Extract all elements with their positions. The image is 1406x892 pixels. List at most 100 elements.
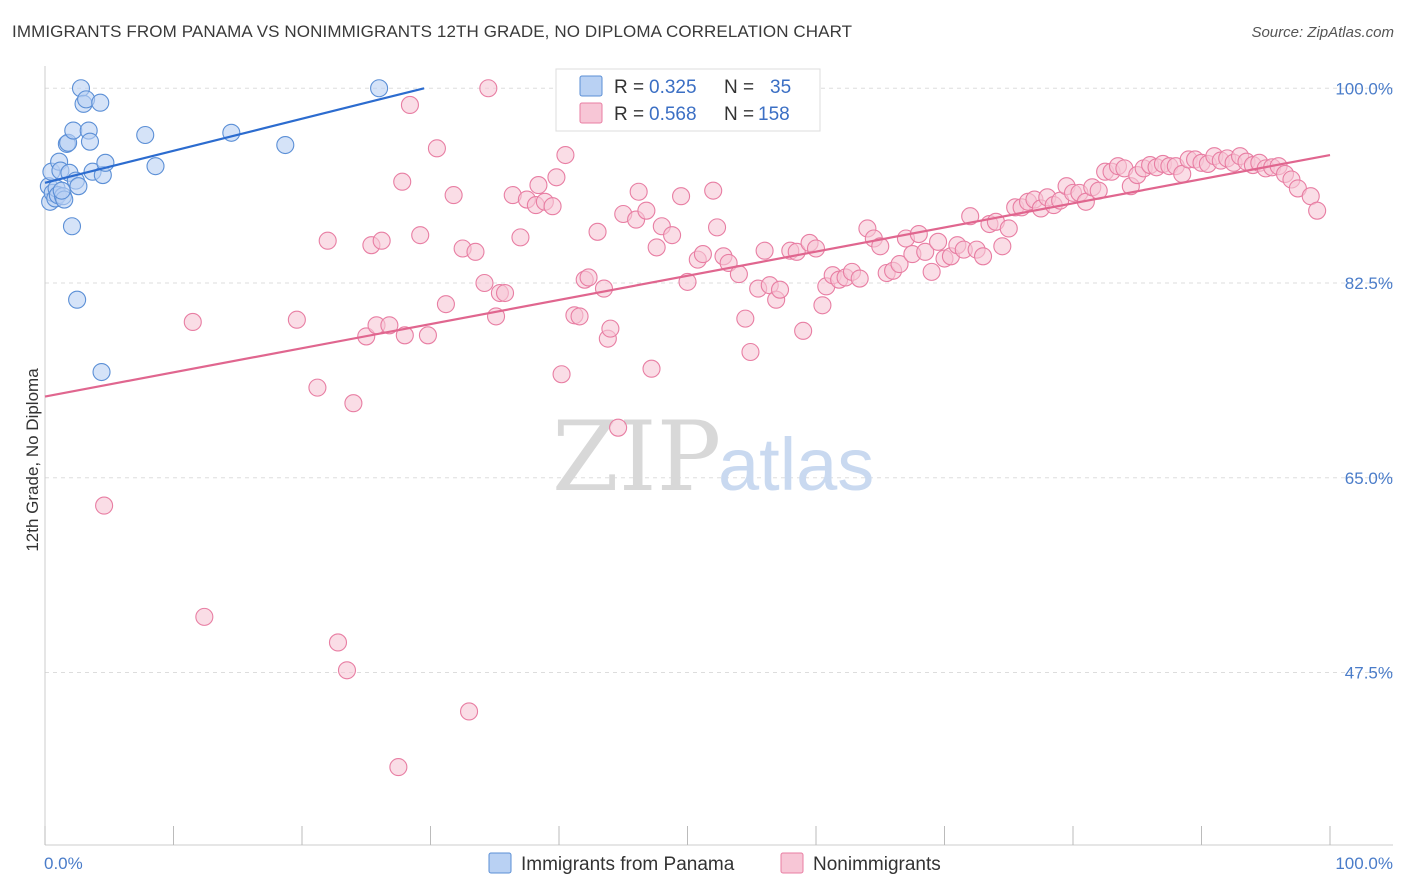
panama-point-28 <box>136 125 155 145</box>
nonimmigrant-point-6 <box>328 633 348 652</box>
legend-r-value-pink: 0.568 <box>649 104 697 125</box>
panama-point-31 <box>276 135 295 155</box>
panama-point-33 <box>92 362 111 382</box>
nonimmigrant-point-12 <box>372 231 391 250</box>
nonimmigrant-point-30 <box>495 283 515 303</box>
chart-title: IMMIGRANTS FROM PANAMA VS NONIMMIGRANTS … <box>12 22 853 41</box>
y-tick-label-0: 47.5% <box>1345 664 1393 683</box>
nonimmigrant-point-107 <box>993 237 1012 256</box>
panama-point-15 <box>64 121 83 140</box>
legend-swatch-blue <box>579 75 603 97</box>
panama-point-34 <box>52 181 71 200</box>
nonimmigrant-point-13 <box>380 316 399 335</box>
nonimmigrant-point-32 <box>511 228 530 247</box>
nonimmigrant-point-19 <box>418 326 437 345</box>
legend-n-value-blue: 35 <box>770 77 791 98</box>
nonimmigrant-point-39 <box>552 365 571 384</box>
nonimmigrant-point-104 <box>973 247 993 266</box>
nonimmigrant-point-44 <box>579 268 598 287</box>
legend-n-label-pink: N = <box>724 104 754 125</box>
nonimmigrant-point-35 <box>529 176 548 195</box>
bottom-legend-swatch-pink <box>780 852 804 874</box>
nonimmigrant-point-4 <box>308 378 327 397</box>
panama-point-18 <box>69 177 88 196</box>
nonimmigrant-point-62 <box>704 181 723 200</box>
nonimmigrant-point-16 <box>395 326 414 345</box>
nonimmigrant-point-37 <box>543 197 562 216</box>
bottom-legend-swatch-blue <box>488 852 512 874</box>
nonimmigrant-point-76 <box>794 321 813 340</box>
grid-lines <box>45 87 1393 674</box>
y-tick-label-1: 65.0% <box>1345 469 1393 488</box>
nonimmigrant-point-46 <box>594 279 614 298</box>
nonimmigrant-point-54 <box>642 359 661 378</box>
series-panama-points <box>39 79 389 382</box>
nonimmigrant-point-78 <box>806 239 826 258</box>
bottom-legend-label-pink: Nonimmigrants <box>813 854 941 875</box>
nonimmigrant-point-7 <box>337 661 357 680</box>
nonimmigrant-point-96 <box>922 262 941 281</box>
nonimmigrant-point-63 <box>708 218 727 237</box>
nonimmigrant-point-40 <box>556 145 575 165</box>
series-nonimmigrants-points <box>95 79 1327 777</box>
nonimmigrant-point-53 <box>637 201 656 220</box>
panama-point-23 <box>80 132 100 151</box>
bottom-legend: Immigrants from Panama Nonimmigrants <box>488 852 941 875</box>
nonimmigrant-point-27 <box>479 79 498 98</box>
x-tick-label-1: 100.0% <box>1335 854 1393 873</box>
nonimmigrant-point-15 <box>393 172 412 191</box>
axes <box>44 66 1393 846</box>
legend-r-label-blue: R = <box>614 77 644 98</box>
nonimmigrant-point-57 <box>663 226 682 245</box>
nonimmigrant-point-1 <box>183 312 202 332</box>
legend-swatch-pink <box>579 102 603 124</box>
nonimmigrant-point-26 <box>475 273 494 293</box>
nonimmigrant-point-2 <box>195 607 214 626</box>
nonimmigrant-point-155 <box>1308 201 1327 220</box>
legend-n-label-blue: N = <box>724 77 754 98</box>
nonimmigrant-point-18 <box>411 226 430 245</box>
legend: R = 0.325 N = 35 R = 0.568 N = 158 <box>555 68 821 132</box>
nonimmigrant-point-24 <box>459 702 479 721</box>
nonimmigrant-point-20 <box>427 139 446 158</box>
panama-point-29 <box>146 157 165 176</box>
tick-labels: 47.5% 65.0% 82.5% 100.0% 0.0% 100.0% <box>44 79 1393 873</box>
legend-n-value-pink: 158 <box>758 104 790 125</box>
y-tick-label-2: 82.5% <box>1345 274 1393 293</box>
nonimmigrant-point-91 <box>890 255 909 274</box>
nonimmigrant-point-22 <box>444 186 463 205</box>
watermark-atlas: atlas <box>718 423 874 506</box>
y-tick-label-3: 100.0% <box>1335 79 1393 98</box>
nonimmigrant-point-0 <box>95 496 114 515</box>
nonimmigrant-point-52 <box>629 182 648 201</box>
panama-point-32 <box>370 79 389 98</box>
panama-point-14 <box>62 217 82 236</box>
nonimmigrant-point-68 <box>741 342 760 362</box>
nonimmigrant-point-45 <box>588 222 607 241</box>
panama-point-17 <box>68 290 87 309</box>
nonimmigrant-point-85 <box>850 269 869 288</box>
nonimmigrant-point-88 <box>871 237 890 256</box>
bottom-legend-label-blue: Immigrants from Panama <box>521 854 735 875</box>
legend-r-value-blue: 0.325 <box>649 77 697 98</box>
nonimmigrant-point-21 <box>436 295 455 314</box>
watermark-zip: ZIP <box>552 401 721 513</box>
trend-line-nonimmigrants <box>44 153 1331 398</box>
nonimmigrant-point-73 <box>770 280 790 299</box>
nonimmigrant-point-14 <box>389 758 408 777</box>
nonimmigrant-point-38 <box>547 168 566 187</box>
nonimmigrant-point-5 <box>318 231 337 250</box>
y-axis-label: 12th Grade, No Diploma <box>23 368 42 552</box>
nonimmigrant-point-8 <box>344 394 363 413</box>
nonimmigrant-point-25 <box>466 242 485 261</box>
nonimmigrant-point-49 <box>609 418 628 437</box>
nonimmigrant-point-61 <box>693 245 712 264</box>
trend-lines <box>44 87 1331 398</box>
source-label: Source: ZipAtlas.com <box>1251 24 1394 41</box>
nonimmigrant-point-95 <box>916 242 935 261</box>
legend-r-label-pink: R = <box>614 104 644 125</box>
nonimmigrant-point-17 <box>400 95 419 114</box>
nonimmigrant-point-102 <box>961 207 980 226</box>
nonimmigrant-point-67 <box>736 309 755 328</box>
